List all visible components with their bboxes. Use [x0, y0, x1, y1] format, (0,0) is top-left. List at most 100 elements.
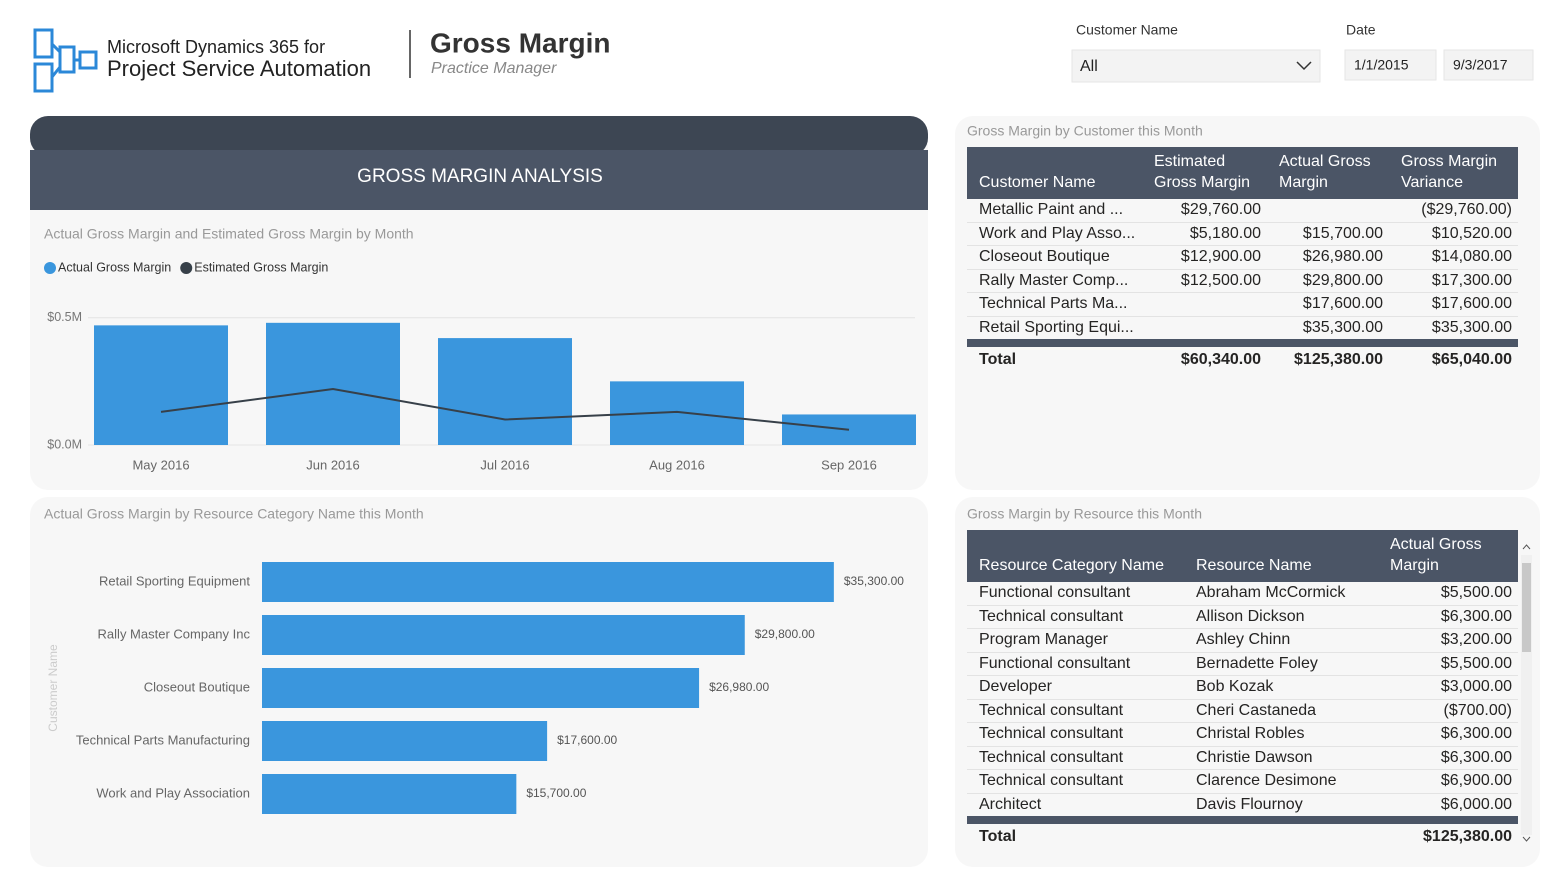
cell: Abraham McCormick	[1184, 582, 1378, 606]
cell: $12,900.00	[1142, 245, 1267, 270]
y-tick-label: $0.0M	[47, 437, 82, 451]
table-row: Program Manager Ashley Chinn $3,200.00	[967, 628, 1518, 653]
cell: $6,300.00	[1378, 722, 1518, 747]
cell: Technical consultant	[967, 605, 1184, 629]
bar	[438, 338, 572, 445]
cell: $29,760.00	[1142, 199, 1267, 223]
bar	[94, 325, 228, 445]
table-row: Rally Master Comp... $12,500.00 $29,800.00…	[967, 269, 1518, 293]
table-row: Work and Play Asso... $5,180.00 $15,700.00…	[967, 222, 1518, 246]
table-row: Technical consultant Christie Dawson $6,30…	[967, 746, 1518, 770]
cell: $6,300.00	[1378, 746, 1518, 770]
table-row: Functional consultant Bernadette Foley $5,…	[967, 652, 1518, 676]
cell: $5,180.00	[1142, 222, 1267, 246]
cell: ($700.00)	[1378, 699, 1518, 723]
page-title: Gross Margin	[430, 27, 610, 58]
cell: $35,300.00	[1389, 316, 1518, 344]
cell: Cheri Castaneda	[1184, 699, 1378, 723]
cell: $3,200.00	[1378, 628, 1518, 653]
bar	[262, 615, 745, 655]
dropdown-chevron[interactable]	[1296, 61, 1312, 71]
cell: Bob Kozak	[1184, 675, 1378, 700]
scrollbar[interactable]	[1521, 544, 1532, 842]
customer-dropdown[interactable]	[1071, 49, 1321, 83]
cell: $125,380.00	[1378, 816, 1518, 850]
table-row: Technical consultant Christal Robles $6,30…	[967, 722, 1518, 747]
table-row: Retail Sporting Equi... $35,300.00 $35,300…	[967, 316, 1518, 344]
date-start[interactable]: 1/1/2015	[1354, 57, 1409, 73]
filter-label: Customer Name	[1076, 22, 1178, 38]
y-tick-label: Closeout Boutique	[144, 679, 250, 694]
y-axis-title: Customer Name	[46, 644, 60, 732]
table-row: Architect Davis Flournoy $6,000.00	[967, 793, 1518, 821]
cell: Technical consultant	[967, 699, 1184, 723]
data-label: $29,800.00	[755, 627, 815, 641]
chart-title: Actual Gross Margin by Resource Category…	[44, 506, 424, 522]
cell: Technical consultant	[967, 722, 1184, 747]
legend-label: Actual Gross Margin	[58, 260, 171, 274]
cell: Total	[967, 339, 1142, 373]
column-header[interactable]: Estimated Gross Margin	[1142, 147, 1267, 199]
date-end[interactable]: 9/3/2017	[1453, 57, 1508, 73]
cell: $17,300.00	[1389, 269, 1518, 293]
cell: $17,600.00	[1267, 292, 1389, 317]
column-header[interactable]: Resource Category Name	[967, 530, 1184, 582]
filter-label: Date	[1346, 22, 1376, 38]
date-end-input[interactable]	[1443, 49, 1534, 81]
cell	[1142, 292, 1267, 317]
cell: Retail Sporting Equi...	[967, 316, 1142, 344]
product-name: Microsoft Dynamics 365 for	[107, 37, 325, 57]
column-header[interactable]: Actual Gross Margin	[1378, 530, 1518, 582]
cell: ($29,760.00)	[1389, 199, 1518, 223]
y-tick-label: Retail Sporting Equipment	[99, 573, 250, 588]
cell: Metallic Paint and ...	[967, 199, 1142, 223]
date-start-input[interactable]	[1344, 49, 1437, 81]
legend-marker	[180, 262, 193, 274]
cell: Christie Dawson	[1184, 746, 1378, 770]
table-row: Functional consultant Abraham McCormick $5…	[967, 582, 1518, 606]
cell: $15,700.00	[1267, 222, 1389, 246]
cell: Technical Parts Ma...	[967, 292, 1142, 317]
cell: $14,080.00	[1389, 245, 1518, 270]
cell: $5,500.00	[1378, 652, 1518, 676]
table-row: Technical consultant Cheri Castaneda ($700…	[967, 699, 1518, 723]
bar	[782, 414, 916, 445]
cell	[1142, 316, 1267, 344]
bar	[262, 668, 700, 708]
product-name: Project Service Automation	[107, 56, 371, 81]
cell: Christal Robles	[1184, 722, 1378, 747]
table-body: Metallic Paint and ... $29,760.00 ($29,760…	[967, 199, 1518, 373]
column-header[interactable]: Resource Name	[1184, 530, 1378, 582]
y-tick-label: Work and Play Association	[96, 785, 250, 800]
cell: $5,500.00	[1378, 582, 1518, 606]
cell: Clarence Desimone	[1184, 769, 1378, 794]
cell: Technical consultant	[967, 746, 1184, 770]
column-header[interactable]: Actual Gross Margin	[1267, 147, 1389, 199]
cell: $35,300.00	[1267, 316, 1389, 344]
cell: $6,900.00	[1378, 769, 1518, 794]
cell: $26,980.00	[1267, 245, 1389, 270]
table: Resource Category Name Resource Name Actua…	[967, 530, 1518, 850]
cell: Ashley Chinn	[1184, 628, 1378, 653]
cell: $6,300.00	[1378, 605, 1518, 629]
data-label: $15,700.00	[526, 786, 586, 800]
cell: $17,600.00	[1389, 292, 1518, 317]
column-header[interactable]: Customer Name	[967, 147, 1142, 199]
table-row: Technical consultant Clarence Desimone $6,…	[967, 769, 1518, 794]
cell: Functional consultant	[967, 652, 1184, 676]
bar	[266, 322, 400, 445]
table-container: Resource Category Name Resource Name Actua…	[967, 530, 1518, 860]
y-tick-label: Rally Master Company Inc	[98, 626, 251, 641]
column-header[interactable]: Gross Margin Variance	[1389, 147, 1518, 199]
header-row: Resource Category Name Resource Name Actua…	[967, 530, 1518, 582]
table-title: Gross Margin by Resource this Month	[967, 506, 1202, 522]
cell: Architect	[967, 793, 1184, 821]
cell: $12,500.00	[1142, 269, 1267, 293]
bar	[262, 562, 834, 602]
table-container: Customer Name Estimated Gross Margin Actua…	[967, 147, 1518, 373]
section-header	[30, 150, 928, 210]
table-head: Resource Category Name Resource Name Actua…	[967, 530, 1518, 582]
x-tick-label: May 2016	[132, 457, 189, 472]
dropdown-value[interactable]: All	[1080, 58, 1098, 75]
